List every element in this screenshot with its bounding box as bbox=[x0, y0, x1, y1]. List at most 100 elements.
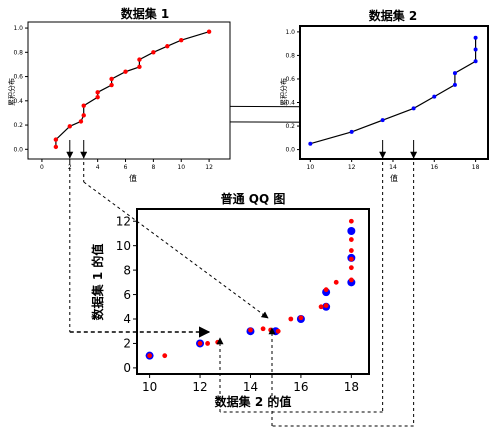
red-data-point bbox=[109, 82, 114, 88]
red-data-point bbox=[323, 287, 329, 293]
dataset-2-ylabel: 累积分布 bbox=[279, 78, 288, 106]
dataset-1-title: 数据集 1 bbox=[121, 6, 170, 21]
blue-data-point bbox=[411, 106, 416, 111]
blue-data-point bbox=[349, 129, 354, 134]
qq-plot-title: 普通 QQ 图 bbox=[221, 191, 286, 206]
x-tick-label: 18 bbox=[344, 380, 359, 394]
dataset-2-cdf-panel: 数据集 2 累积分布 值 10 12 14 16 18 0.0 0.2 0.4 0.6 0.8 1.… bbox=[279, 8, 489, 183]
dataset-2-title: 数据集 2 bbox=[369, 8, 418, 23]
blue-data-point bbox=[432, 94, 437, 99]
x-tick-label: 14 bbox=[243, 380, 258, 394]
y-tick-label: 0.2 bbox=[285, 123, 295, 130]
y-tick-label: 10 bbox=[116, 239, 131, 253]
qq-plot-frame bbox=[136, 208, 370, 375]
y-tick-label: 4 bbox=[123, 312, 131, 326]
red-data-point bbox=[288, 316, 294, 322]
x-tick-label: 4 bbox=[96, 164, 100, 171]
red-data-point bbox=[248, 327, 253, 333]
y-tick-label: 0.0 bbox=[13, 146, 23, 153]
x-tick-label: 8 bbox=[151, 164, 155, 171]
red-data-point bbox=[215, 339, 221, 345]
y-tick-label: 1.0 bbox=[285, 29, 295, 36]
dataset-1-frame bbox=[27, 21, 231, 160]
red-data-point bbox=[323, 303, 329, 308]
red-data-point bbox=[53, 144, 59, 150]
red-data-point bbox=[67, 124, 72, 129]
x-tick-label: 0 bbox=[40, 164, 44, 171]
y-tick-label: 2 bbox=[123, 337, 131, 351]
red-data-point bbox=[348, 277, 354, 283]
y-tick-label: 0 bbox=[123, 361, 131, 375]
red-data-point bbox=[333, 279, 339, 285]
dataset-1-ylabel: 累积分布 bbox=[7, 78, 16, 106]
x-tick-label: 18 bbox=[472, 164, 480, 171]
red-data-point bbox=[78, 119, 84, 124]
blue-data-point bbox=[380, 118, 385, 123]
red-data-point bbox=[151, 50, 156, 55]
red-data-point bbox=[197, 341, 203, 346]
y-tick-label: 6 bbox=[123, 288, 131, 302]
x-tick-label: 2 bbox=[68, 164, 72, 171]
red-data-point bbox=[348, 256, 354, 262]
red-data-point bbox=[109, 76, 114, 82]
red-data-point bbox=[206, 29, 212, 34]
x-tick-label: 10 bbox=[307, 164, 315, 171]
red-data-point bbox=[137, 57, 142, 62]
mapping-arrows bbox=[66, 140, 418, 426]
qq-plot-ylabel: 数据集 1 的值 bbox=[90, 244, 105, 321]
red-data-point bbox=[298, 315, 304, 321]
y-tick-label: 12 bbox=[116, 214, 131, 228]
red-data-point bbox=[318, 304, 324, 310]
blue-data-point bbox=[347, 227, 356, 235]
y-tick-label: 8 bbox=[123, 263, 131, 277]
red-data-point bbox=[275, 328, 281, 334]
blue-data-point bbox=[473, 35, 478, 40]
red-data-point bbox=[348, 218, 354, 224]
y-tick-label: 0.8 bbox=[285, 53, 295, 60]
red-data-point bbox=[81, 113, 86, 118]
red-data-point bbox=[81, 103, 86, 108]
connector-line bbox=[83, 181, 269, 319]
y-tick-label: 0.6 bbox=[13, 74, 23, 81]
dataset-2-frame bbox=[299, 25, 489, 160]
red-data-point bbox=[205, 341, 211, 346]
red-data-point bbox=[95, 94, 100, 100]
qq-plot-xlabel: 数据集 2 的值 bbox=[215, 394, 292, 409]
x-tick-label: 12 bbox=[192, 380, 207, 394]
x-tick-label: 16 bbox=[430, 164, 438, 171]
y-tick-label: 0.2 bbox=[13, 122, 23, 129]
dataset-1-xlabel: 值 bbox=[129, 173, 137, 183]
blue-data-point bbox=[452, 71, 457, 76]
blue-data-point bbox=[473, 47, 478, 52]
x-tick-label: 16 bbox=[293, 380, 308, 394]
red-data-point bbox=[348, 237, 354, 242]
blue-data-point bbox=[452, 82, 457, 87]
x-tick-label: 6 bbox=[124, 164, 128, 171]
red-data-point bbox=[260, 326, 266, 332]
qq-plot-panel: 普通 QQ 图 数据集 1 的值 数据集 2 的值 10 12 14 16 18 0 2 4 6… bbox=[90, 191, 370, 409]
y-tick-label: 0.8 bbox=[13, 49, 23, 56]
x-tick-label: 10 bbox=[177, 164, 185, 171]
y-tick-label: 1.0 bbox=[13, 25, 23, 32]
y-tick-label: 0.0 bbox=[285, 147, 295, 154]
blue-data-point bbox=[308, 141, 313, 146]
y-tick-label: 0.4 bbox=[13, 98, 23, 105]
blue-data-point bbox=[473, 59, 478, 64]
x-tick-label: 10 bbox=[142, 380, 157, 394]
red-data-point bbox=[147, 353, 153, 359]
dataset-2-ecdf-line bbox=[310, 37, 477, 145]
red-data-point bbox=[165, 44, 170, 49]
red-data-point bbox=[348, 248, 354, 253]
red-data-point bbox=[53, 137, 59, 142]
red-data-point bbox=[123, 69, 128, 74]
dataset-2-xlabel: 值 bbox=[390, 173, 398, 183]
dataset-1-cdf-panel: 数据集 1 累积分布 值 0 2 4 6 8 10 12 0.0 0.2 0.4 0.6 0.8 1.0 bbox=[7, 6, 231, 183]
y-tick-label: 0.4 bbox=[285, 100, 295, 107]
x-tick-label: 12 bbox=[205, 164, 213, 171]
red-data-point bbox=[137, 64, 142, 70]
red-data-point bbox=[95, 90, 100, 95]
red-data-point bbox=[348, 265, 354, 271]
x-tick-label: 12 bbox=[348, 164, 356, 171]
red-data-point bbox=[179, 37, 184, 43]
